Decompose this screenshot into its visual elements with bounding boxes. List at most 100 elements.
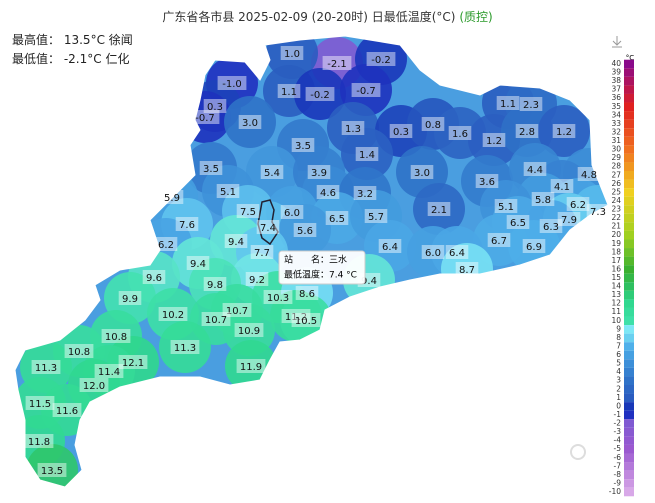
value-label: 4.6	[320, 188, 336, 199]
legend-swatch	[624, 376, 634, 385]
label-bg	[186, 256, 210, 270]
label-bg	[190, 110, 220, 124]
value-label: -0.2	[310, 90, 330, 101]
label-bg	[550, 179, 574, 193]
label-bg	[64, 344, 94, 358]
value-label: 7.6	[179, 220, 195, 231]
label-bg	[566, 197, 590, 211]
label-bg	[52, 403, 82, 417]
legend-swatch	[624, 205, 634, 214]
value-label: 5.7	[368, 212, 384, 223]
download-icon[interactable]	[612, 36, 622, 48]
legend-tick-label: 7	[616, 341, 621, 350]
legend-tick-label: 6	[616, 350, 621, 359]
label-bg	[291, 313, 321, 327]
label-bg	[515, 124, 539, 138]
label-bg	[37, 463, 67, 477]
label-bg	[496, 96, 520, 110]
value-label: 5.6	[297, 226, 313, 237]
label-bg	[216, 184, 240, 198]
value-label: 11.3	[35, 363, 57, 374]
value-label: 6.5	[510, 218, 526, 229]
label-bg	[250, 245, 274, 259]
legend-swatch	[624, 333, 634, 343]
label-bg	[427, 202, 451, 216]
legend-swatch	[624, 402, 634, 411]
label-bg	[203, 277, 227, 291]
label-bg	[236, 204, 260, 218]
max-stat: 最高值： 13.5°C 徐闻	[12, 31, 133, 48]
label-bg	[494, 199, 518, 213]
legend-swatch	[624, 342, 634, 351]
value-label: 10.7	[205, 315, 227, 326]
value-label: 11.3	[174, 343, 196, 354]
label-bg	[234, 323, 264, 337]
value-label: 0.3	[393, 127, 409, 138]
legend-tick-label: 26	[611, 179, 621, 188]
value-label: 6.2	[570, 200, 586, 211]
legend-swatch	[624, 76, 634, 86]
label-bg	[295, 286, 319, 300]
value-label: 1.0	[284, 49, 300, 60]
value-label: 12.0	[83, 381, 105, 392]
legend-swatch	[624, 487, 634, 497]
value-label: -1.0	[222, 79, 242, 90]
legend-swatch	[624, 307, 634, 317]
legend-tick-label: 24	[611, 196, 621, 205]
value-label: 6.7	[491, 236, 507, 247]
legend-unit: °C	[626, 54, 635, 62]
legend-tick-label: 11	[611, 307, 621, 316]
value-label: 10.8	[68, 347, 90, 358]
label-bg	[118, 355, 148, 369]
value-label: 1.2	[556, 127, 572, 138]
value-label: 12.1	[122, 358, 144, 369]
label-bg	[94, 364, 124, 378]
value-label: 5.9	[164, 193, 180, 204]
label-bg	[325, 211, 349, 225]
value-label: -0.7	[195, 113, 215, 124]
label-bg	[531, 192, 555, 206]
label-bg	[519, 97, 543, 111]
label-bg	[256, 220, 280, 234]
legend-tick-label: 32	[611, 127, 621, 136]
region-fill	[341, 128, 393, 180]
value-label: 3.0	[414, 168, 430, 179]
legend-swatch	[624, 453, 634, 463]
tooltip: 站 名：三水 最低温度：7.4 °C	[278, 250, 366, 285]
legend-tick-label: -5	[614, 444, 622, 453]
legend-tick-label: 31	[611, 136, 621, 145]
legend-tick-label: 12	[611, 299, 621, 308]
label-bg	[79, 378, 109, 392]
value-label: -0.2	[371, 55, 391, 66]
value-label: 10.9	[238, 326, 260, 337]
legend-tick-label: 5	[616, 359, 621, 368]
compass-icon	[570, 444, 586, 460]
label-bg	[175, 217, 199, 231]
legend-swatch	[624, 85, 634, 94]
value-label: 10.3	[267, 293, 289, 304]
legend-swatch	[624, 68, 634, 77]
legend-swatch	[624, 59, 634, 69]
label-bg	[263, 290, 293, 304]
value-label: 10.5	[295, 316, 317, 327]
legend-swatch	[624, 316, 634, 326]
label-bg	[577, 167, 601, 181]
legend-tick-label: 22	[611, 213, 621, 222]
label-bg	[475, 174, 499, 188]
value-label: 6.4	[449, 248, 465, 259]
region-fill	[279, 204, 331, 256]
legend-tick-label: 28	[611, 162, 621, 171]
label-bg	[522, 239, 546, 253]
legend: 4039383736353433323130292827262524232221…	[609, 59, 634, 497]
legend-tick-label: 23	[611, 205, 621, 214]
label-bg	[217, 76, 247, 90]
label-bg	[506, 215, 530, 229]
legend-swatch	[624, 188, 634, 197]
value-label: 8.6	[299, 289, 315, 300]
label-bg	[455, 262, 479, 276]
region-fill	[538, 105, 590, 157]
legend-tick-label: -7	[614, 461, 622, 470]
qc-link[interactable]: (质控)	[459, 10, 493, 24]
label-bg	[307, 165, 331, 179]
